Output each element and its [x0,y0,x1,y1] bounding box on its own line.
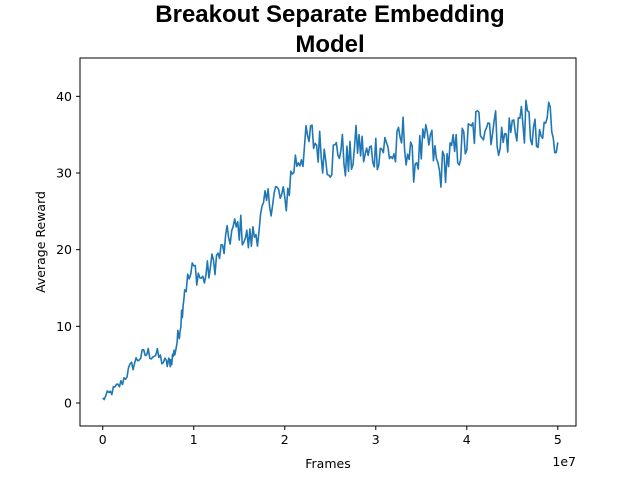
y-tick-label: 10 [56,319,72,334]
x-tick-label: 2 [281,432,289,447]
plot-area [79,57,577,427]
x-axis: 0 1 2 3 4 5 [99,426,562,447]
y-tick-label: 20 [56,242,72,257]
y-axis-label: Average Reward [33,191,48,293]
x-tick-label: 0 [99,432,107,447]
y-tick-label: 0 [64,396,72,411]
x-tick-label: 3 [372,432,380,447]
chart-title-line-1: Breakout Separate Embedding [155,1,504,28]
x-tick-label: 1 [190,432,198,447]
plot-frame [79,57,577,427]
chart-title-line-2: Model [295,31,364,58]
x-axis-label: Frames [305,456,350,471]
x-tick-label: 5 [554,432,562,447]
y-tick-label: 30 [56,166,72,181]
x-offset-label: 1e7 [552,454,576,469]
x-tick-label: 4 [463,432,471,447]
series-line [102,99,559,401]
y-tick-label: 40 [56,89,72,104]
y-axis: 0 10 20 30 40 [56,89,80,411]
